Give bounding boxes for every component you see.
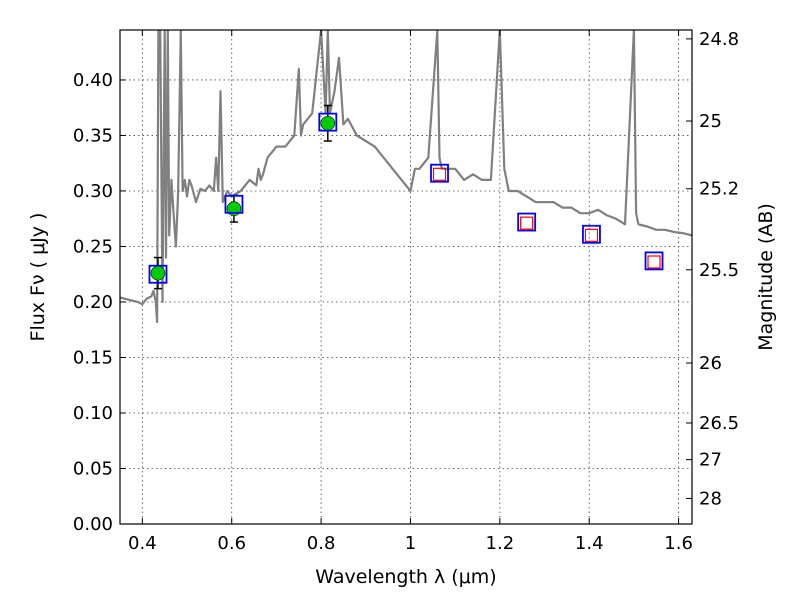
x-tick-label: 1 xyxy=(405,533,416,554)
y-tick-label: 0.35 xyxy=(73,125,113,146)
x-axis-title: Wavelength λ (μm) xyxy=(315,566,496,588)
series-layer xyxy=(120,30,692,324)
x-tick-label: 1.6 xyxy=(664,533,693,554)
model-point-no-data xyxy=(647,255,661,269)
right-tick-label: 24.8 xyxy=(699,29,739,50)
x-tick-label: 0.4 xyxy=(128,533,157,554)
model-point xyxy=(318,112,338,132)
plot-area xyxy=(120,30,692,524)
x-tick-label: 1.4 xyxy=(575,533,604,554)
y-tick-label: 0.15 xyxy=(73,347,113,368)
y-axis-title: Flux Fν ( μJy ) xyxy=(27,213,49,342)
model-point xyxy=(224,194,244,214)
right-tick-label: 25 xyxy=(699,111,722,132)
plot-frame xyxy=(119,29,693,525)
y-tick-label: 0.30 xyxy=(73,181,113,202)
model-point xyxy=(430,163,449,183)
right-tick-label: 26.5 xyxy=(699,413,739,434)
model-point xyxy=(517,212,537,232)
spectrum-line xyxy=(120,30,692,324)
model-point-no-data xyxy=(432,167,447,181)
y-tick-label: 0.10 xyxy=(73,403,113,424)
y-tick-label: 0.25 xyxy=(73,236,113,257)
right-tick-label: 27 xyxy=(699,450,722,471)
observed-point xyxy=(150,265,166,281)
right-tick-label: 25.5 xyxy=(699,260,739,281)
y-right-axis-title: Magnitude (AB) xyxy=(755,203,777,351)
y-tick-label: 0.40 xyxy=(73,70,113,91)
axis-ticks: 0.4 0.6 0.8 1 1.2 1.4 1.6 0.00 0.05 0.10 0.15 0.20 0… xyxy=(73,29,739,554)
right-tick-label: 25.2 xyxy=(699,179,739,200)
y-tick-label: 0.05 xyxy=(73,458,113,479)
right-tick-label: 26 xyxy=(699,353,722,374)
model-point xyxy=(148,264,168,284)
y-tick-label: 0.00 xyxy=(73,514,113,535)
x-tick-label: 0.6 xyxy=(217,533,246,554)
x-tick-label: 1.2 xyxy=(486,533,515,554)
model-point xyxy=(582,224,601,244)
model-point-no-data xyxy=(584,228,599,242)
right-tick-label: 28 xyxy=(699,488,722,509)
observed-point xyxy=(320,115,336,131)
x-tick-label: 0.8 xyxy=(307,533,336,554)
model-point-no-data xyxy=(520,216,534,230)
model-point xyxy=(644,251,664,271)
y-tick-label: 0.20 xyxy=(73,292,113,313)
